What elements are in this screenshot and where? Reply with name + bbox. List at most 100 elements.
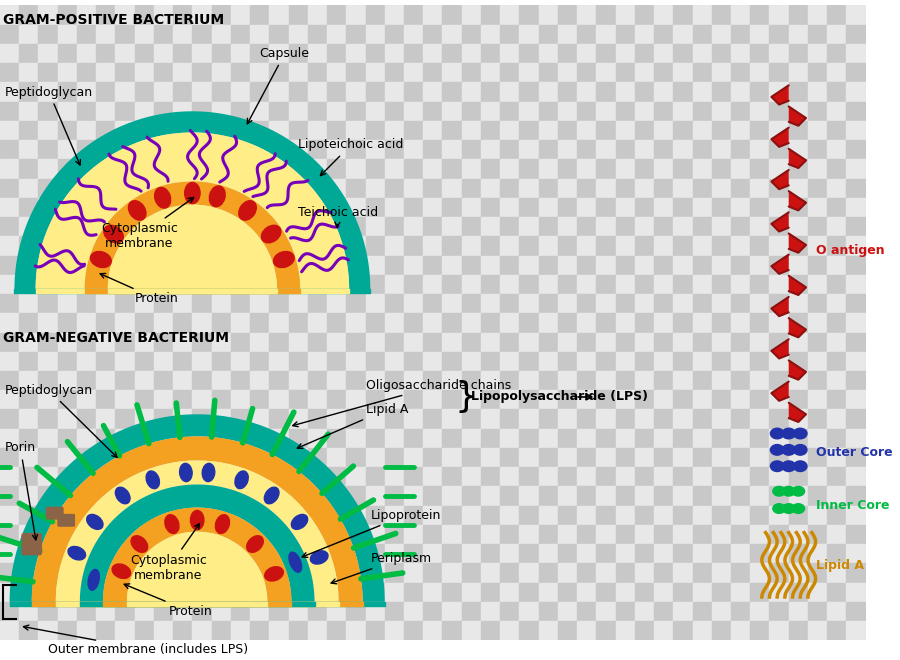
Bar <box>558 333 577 352</box>
Bar <box>751 564 770 583</box>
Bar <box>731 217 751 236</box>
Bar <box>616 102 634 121</box>
Bar <box>616 217 634 236</box>
Bar <box>692 179 712 198</box>
Bar <box>76 564 96 583</box>
Bar <box>788 409 808 429</box>
Bar <box>193 121 212 140</box>
Bar <box>135 159 154 179</box>
Bar <box>250 275 269 294</box>
Bar <box>384 525 404 544</box>
Bar <box>577 159 597 179</box>
Bar <box>0 217 19 236</box>
Bar <box>76 333 96 352</box>
Bar <box>692 352 712 371</box>
Bar <box>96 102 115 121</box>
Bar <box>846 621 866 640</box>
Bar <box>597 314 616 333</box>
Bar <box>770 409 788 429</box>
Bar <box>269 486 289 506</box>
Bar <box>846 159 866 179</box>
Bar <box>250 352 269 371</box>
Bar <box>634 544 654 564</box>
Bar <box>443 82 462 102</box>
Bar <box>770 333 788 352</box>
Text: GRAM-NEGATIVE BACTERIUM: GRAM-NEGATIVE BACTERIUM <box>3 331 229 345</box>
Bar <box>58 371 76 390</box>
Bar <box>365 63 384 82</box>
Bar <box>558 314 577 333</box>
Bar <box>19 390 39 409</box>
Bar <box>96 140 115 159</box>
Bar <box>808 564 827 583</box>
Bar <box>751 5 770 24</box>
Bar <box>308 5 327 24</box>
Bar <box>597 621 616 640</box>
Bar <box>673 409 692 429</box>
Bar <box>404 275 423 294</box>
Text: Outer membrane (includes LPS): Outer membrane (includes LPS) <box>23 625 248 657</box>
Bar <box>289 314 308 333</box>
Bar <box>193 544 212 564</box>
Bar <box>308 525 327 544</box>
Bar <box>58 236 76 255</box>
Bar <box>597 390 616 409</box>
Bar <box>808 467 827 486</box>
Bar <box>597 140 616 159</box>
Bar <box>327 236 346 255</box>
Bar <box>19 236 39 255</box>
Bar <box>654 583 673 602</box>
Bar <box>230 102 250 121</box>
Bar <box>308 102 327 121</box>
Bar <box>462 525 481 544</box>
Bar <box>346 236 365 255</box>
Text: Outer Core: Outer Core <box>815 446 892 459</box>
Bar <box>212 564 230 583</box>
Bar <box>558 198 577 217</box>
Bar <box>443 448 462 467</box>
Polygon shape <box>771 213 788 232</box>
Bar <box>212 486 230 506</box>
Bar <box>384 583 404 602</box>
Bar <box>500 44 519 63</box>
Bar <box>365 121 384 140</box>
Bar <box>616 82 634 102</box>
Bar <box>634 506 654 525</box>
Bar <box>538 409 558 429</box>
Bar <box>808 179 827 198</box>
Bar <box>692 409 712 429</box>
Bar <box>577 24 597 44</box>
Bar <box>500 217 519 236</box>
Bar <box>154 217 173 236</box>
Bar <box>19 621 39 640</box>
Bar <box>193 314 212 333</box>
Bar <box>808 486 827 506</box>
Bar <box>673 544 692 564</box>
Bar <box>154 583 173 602</box>
Bar <box>154 275 173 294</box>
Bar <box>731 467 751 486</box>
Bar <box>423 217 443 236</box>
Bar <box>0 371 19 390</box>
Bar <box>230 140 250 159</box>
Bar <box>731 564 751 583</box>
Bar <box>346 525 365 544</box>
Bar <box>634 333 654 352</box>
Bar <box>519 525 538 544</box>
Bar <box>58 82 76 102</box>
Text: Lipoprotein: Lipoprotein <box>302 509 441 558</box>
Bar <box>423 24 443 44</box>
Bar <box>827 506 846 525</box>
Bar <box>39 82 58 102</box>
Bar <box>751 198 770 217</box>
Bar <box>538 448 558 467</box>
Polygon shape <box>127 531 267 602</box>
Bar <box>39 217 58 236</box>
Bar <box>115 236 135 255</box>
Bar <box>96 63 115 82</box>
Bar <box>500 236 519 255</box>
Bar <box>308 602 327 621</box>
Bar <box>404 409 423 429</box>
Bar <box>827 179 846 198</box>
Bar <box>634 179 654 198</box>
